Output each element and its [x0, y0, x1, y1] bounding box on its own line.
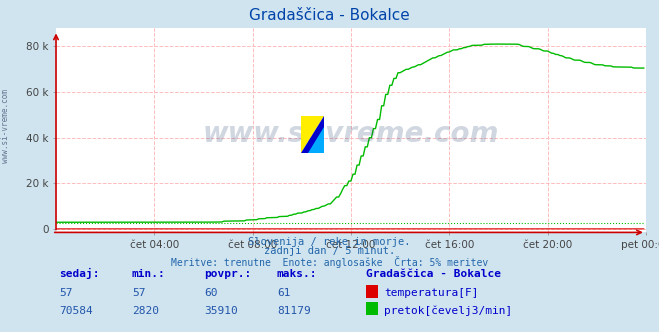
Text: temperatura[F]: temperatura[F]	[384, 288, 478, 298]
Text: 57: 57	[132, 288, 145, 298]
Text: povpr.:: povpr.:	[204, 269, 252, 279]
Text: 81179: 81179	[277, 306, 310, 316]
Text: www.si-vreme.com: www.si-vreme.com	[203, 121, 499, 148]
Text: 70584: 70584	[59, 306, 93, 316]
Text: 2820: 2820	[132, 306, 159, 316]
Text: 61: 61	[277, 288, 290, 298]
Text: Meritve: trenutne  Enote: anglosaške  Črta: 5% meritev: Meritve: trenutne Enote: anglosaške Črta…	[171, 256, 488, 268]
Text: Gradaščica - Bokalce: Gradaščica - Bokalce	[249, 8, 410, 23]
Text: min.:: min.:	[132, 269, 165, 279]
Text: www.si-vreme.com: www.si-vreme.com	[1, 89, 10, 163]
Text: 60: 60	[204, 288, 217, 298]
Text: zadnji dan / 5 minut.: zadnji dan / 5 minut.	[264, 246, 395, 256]
Text: pretok[čevelj3/min]: pretok[čevelj3/min]	[384, 305, 513, 316]
Text: sedaj:: sedaj:	[59, 268, 100, 279]
Text: Slovenija / reke in morje.: Slovenija / reke in morje.	[248, 237, 411, 247]
Text: 35910: 35910	[204, 306, 238, 316]
Text: Gradaščica - Bokalce: Gradaščica - Bokalce	[366, 269, 501, 279]
Text: 57: 57	[59, 288, 72, 298]
Text: maks.:: maks.:	[277, 269, 317, 279]
